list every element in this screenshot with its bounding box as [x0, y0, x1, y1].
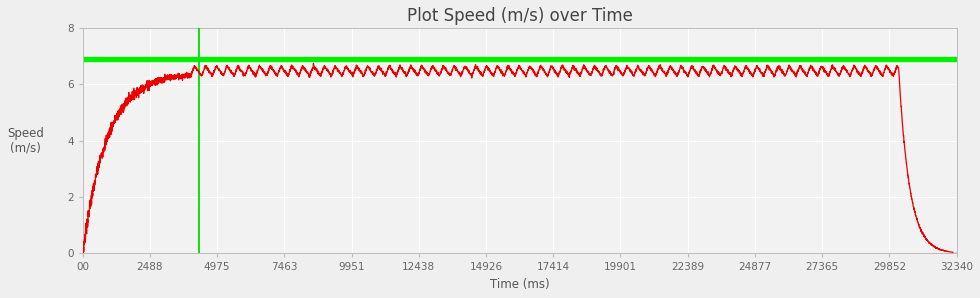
- Y-axis label: Speed
(m/s): Speed (m/s): [7, 127, 44, 155]
- Bar: [82, 58, 956, 61]
- Title: Plot Speed (m/s) over Time: Plot Speed (m/s) over Time: [407, 7, 632, 25]
- X-axis label: Time (ms): Time (ms): [490, 278, 550, 291]
